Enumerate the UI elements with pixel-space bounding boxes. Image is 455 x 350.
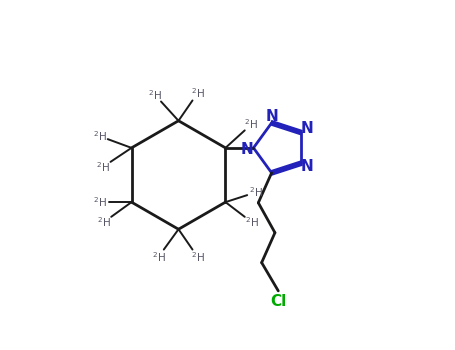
Text: $^2$H: $^2$H: [152, 250, 166, 264]
Text: $^2$H: $^2$H: [93, 129, 106, 143]
Text: $^2$H: $^2$H: [244, 118, 258, 131]
Text: N: N: [241, 142, 253, 157]
Text: $^2$H: $^2$H: [248, 186, 263, 199]
Text: $^2$H: $^2$H: [191, 86, 204, 100]
Text: N: N: [265, 109, 278, 124]
Text: $^2$H: $^2$H: [245, 215, 258, 229]
Text: $^2$H: $^2$H: [97, 215, 111, 229]
Text: $^2$H: $^2$H: [93, 195, 107, 209]
Text: N: N: [301, 159, 313, 174]
Text: Cl: Cl: [270, 294, 286, 309]
Text: $^2$H: $^2$H: [191, 250, 204, 264]
Text: $^2$H: $^2$H: [148, 88, 162, 102]
Text: $^2$H: $^2$H: [96, 160, 110, 174]
Text: N: N: [301, 121, 313, 136]
